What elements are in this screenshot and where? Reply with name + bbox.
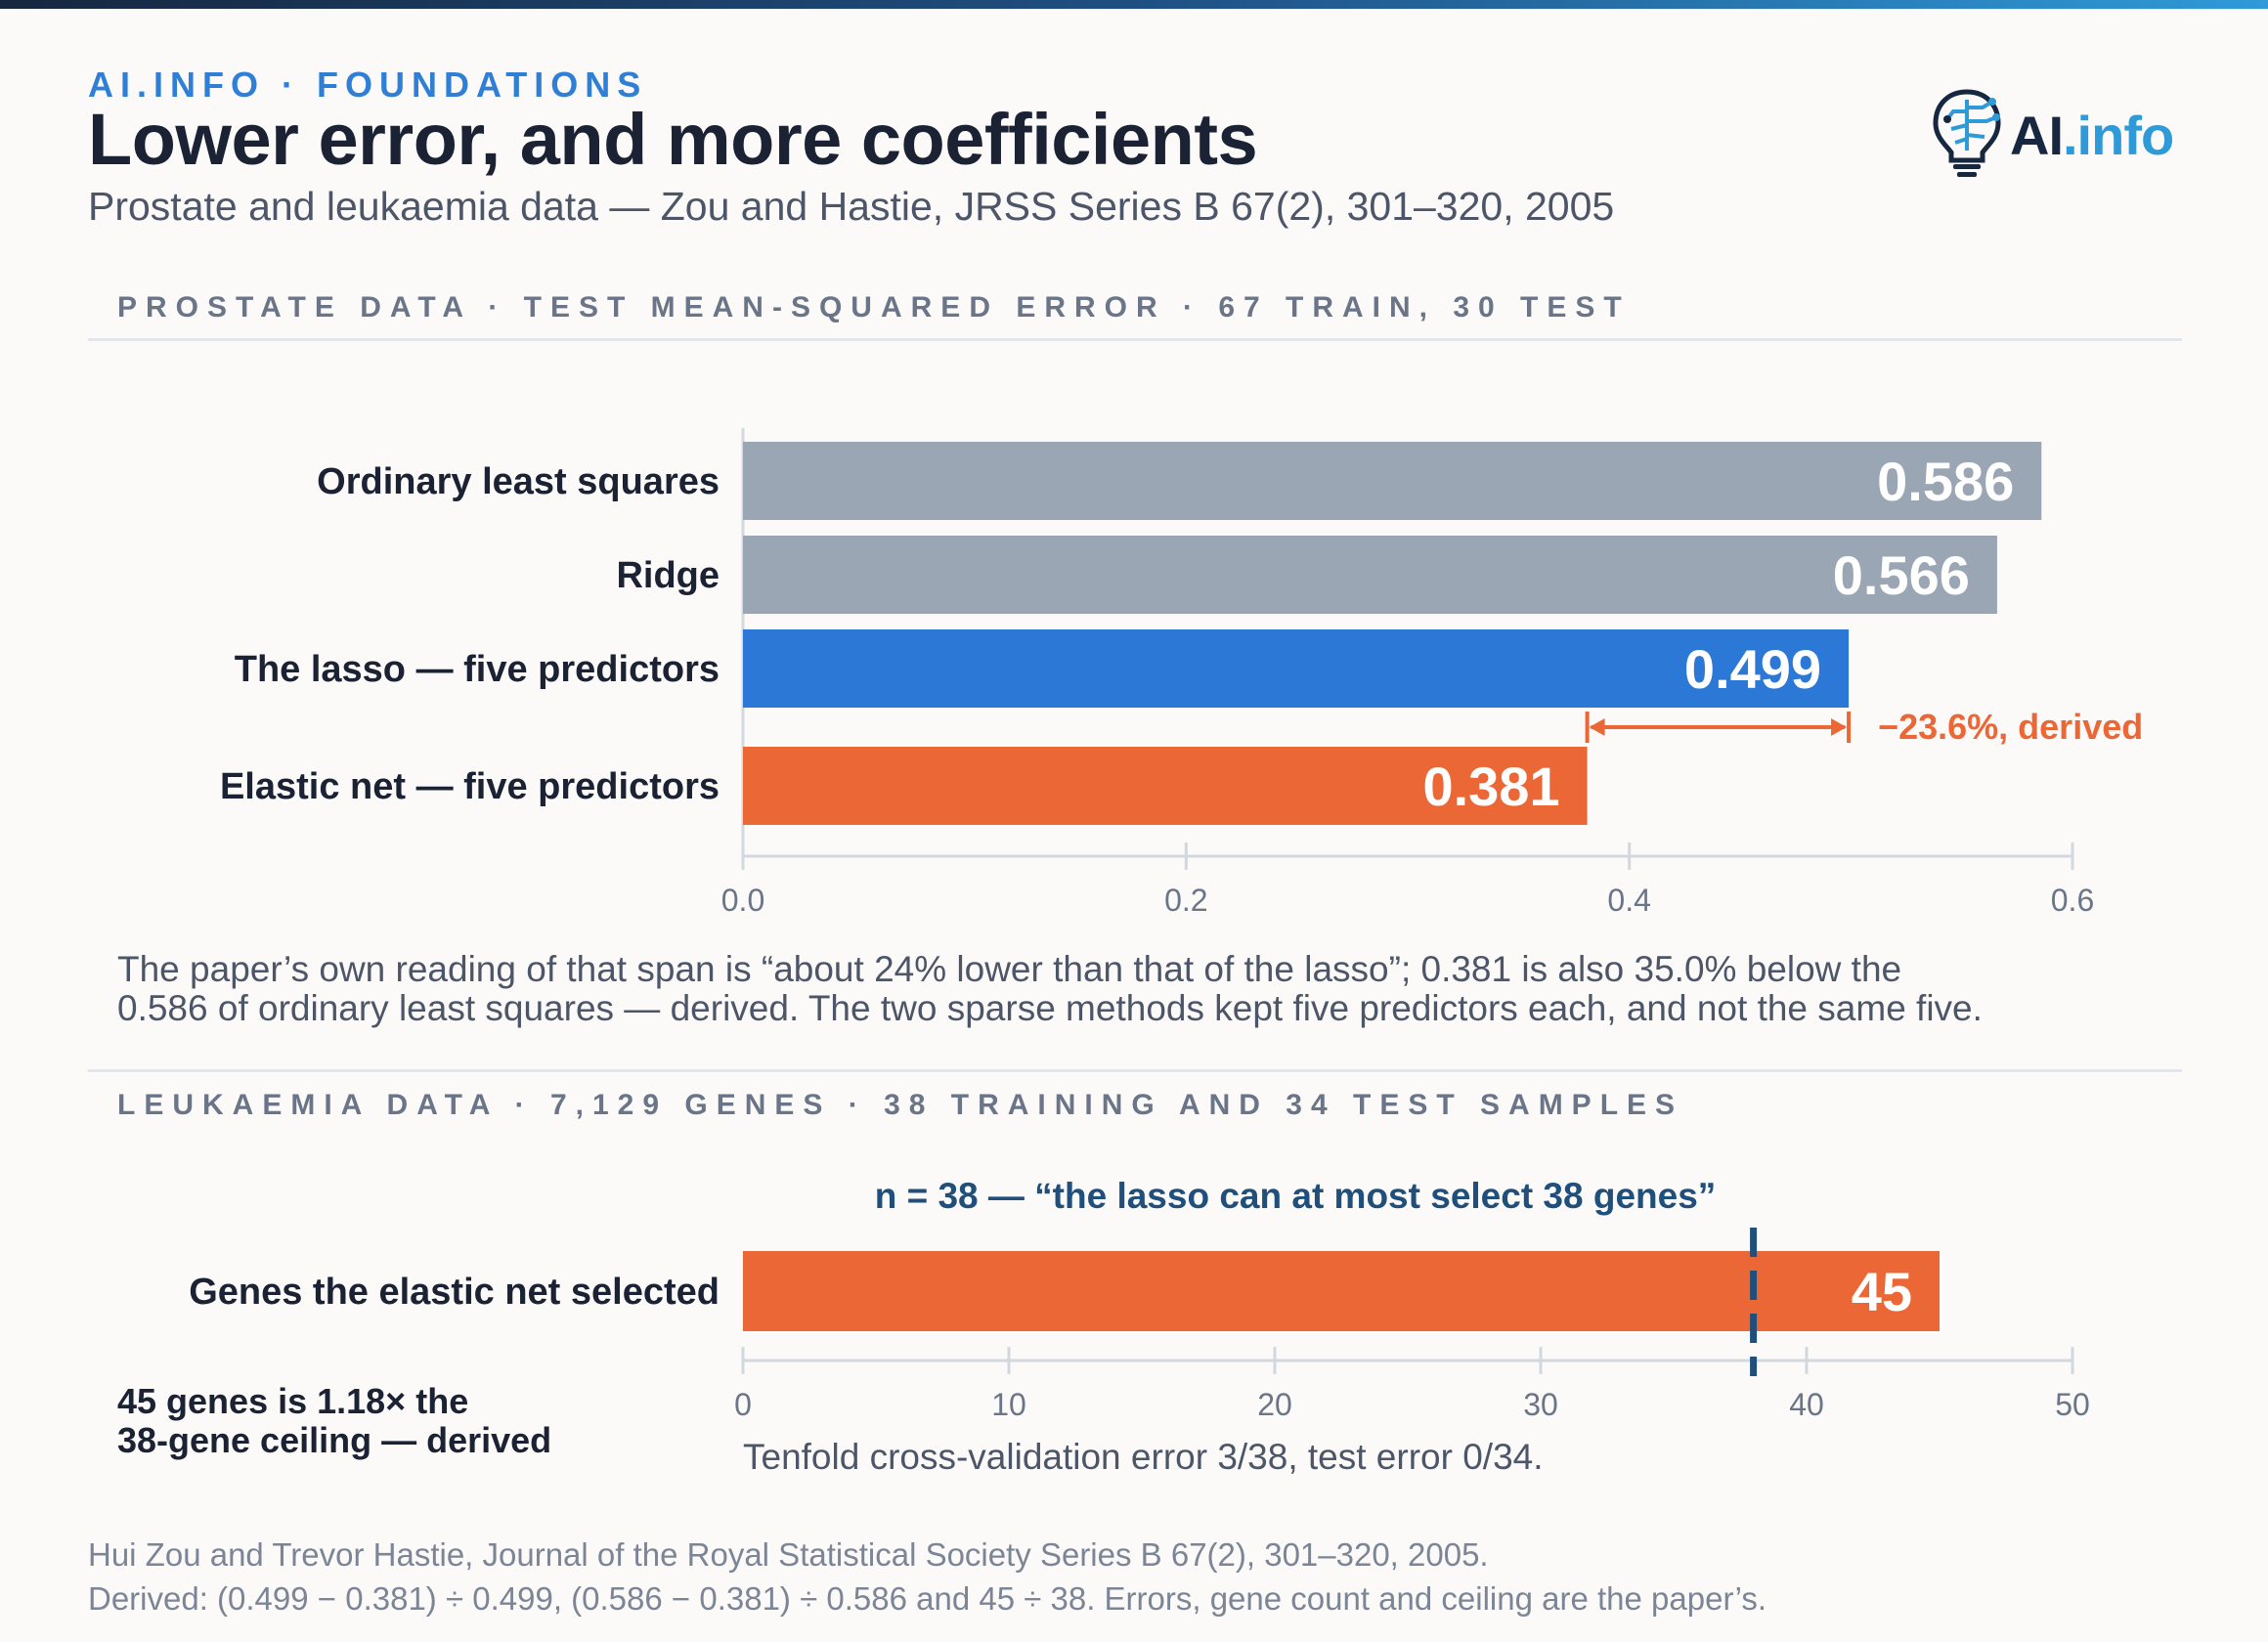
x-tick-label: 30 xyxy=(1523,1387,1558,1422)
logo-wordmark: AI.info xyxy=(2010,105,2174,166)
bar-value-label: 45 xyxy=(1852,1261,1912,1322)
bar xyxy=(743,536,1997,614)
x-tick-label: 50 xyxy=(2055,1387,2090,1422)
bar xyxy=(743,747,1588,825)
category-label: Ridge xyxy=(616,555,720,596)
lightbulb-brain-icon xyxy=(1933,89,2001,177)
x-tick-label: 20 xyxy=(1257,1387,1292,1422)
category-label: Ordinary least squares xyxy=(317,461,720,502)
span-arrowhead-right xyxy=(1831,718,1848,736)
bar xyxy=(743,1251,1940,1331)
ceiling-ratio-note: 45 genes is 1.18× the 38-gene ceiling — … xyxy=(117,1381,552,1460)
leukaemia-section-heading: LEUKAEMIA DATA · 7,129 GENES · 38 TRAINI… xyxy=(117,1089,1684,1121)
bar-value-label: 0.586 xyxy=(1877,451,2014,512)
prostate-section-heading: PROSTATE DATA · TEST MEAN-SQUARED ERROR … xyxy=(117,291,1631,324)
bar-value-label: 0.499 xyxy=(1684,638,1821,700)
x-tick-label: 0 xyxy=(734,1387,752,1422)
prostate-explanation: The paper’s own reading of that span is … xyxy=(117,949,1983,1028)
span-arrowhead-left xyxy=(1589,718,1605,736)
x-tick-label: 0.2 xyxy=(1164,883,1207,918)
eyebrow: AI.INFO · FOUNDATIONS xyxy=(88,65,648,105)
bar-value-label: 0.566 xyxy=(1833,544,1970,606)
ceiling-reference-label: n = 38 — “the lasso can at most select 3… xyxy=(875,1176,1717,1216)
x-tick-label: 0.6 xyxy=(2051,883,2094,918)
category-label: Genes the elastic net selected xyxy=(189,1272,720,1313)
bar xyxy=(743,629,1850,708)
section-divider xyxy=(88,1069,2182,1072)
page-subtitle: Prostate and leukaemia data — Zou and Ha… xyxy=(88,184,1615,229)
x-tick-label: 0.0 xyxy=(721,883,764,918)
x-tick-label: 10 xyxy=(991,1387,1026,1422)
x-tick-label: 0.4 xyxy=(1607,883,1650,918)
bar-value-label: 0.381 xyxy=(1422,756,1559,817)
footer-citation: Hui Zou and Trevor Hastie, Journal of th… xyxy=(88,1536,1767,1617)
prostate-mse-chart: 0.0 0.2 0.4 0.6 Ordinary least squares 0.586 R… xyxy=(220,428,2143,918)
x-tick-label: 40 xyxy=(1789,1387,1824,1422)
ai-info-logo: AI.info xyxy=(1928,86,2182,180)
span-annotation-label: −23.6%, derived xyxy=(1878,707,2143,747)
category-label: Elastic net — five predictors xyxy=(220,766,720,807)
category-label: The lasso — five predictors xyxy=(235,649,720,690)
bar xyxy=(743,442,2042,520)
section-divider xyxy=(88,338,2182,341)
cross-validation-note: Tenfold cross-validation error 3/38, tes… xyxy=(743,1437,1544,1477)
page-title: Lower error, and more coefficients xyxy=(88,99,1258,180)
top-accent-bar xyxy=(0,0,2268,9)
